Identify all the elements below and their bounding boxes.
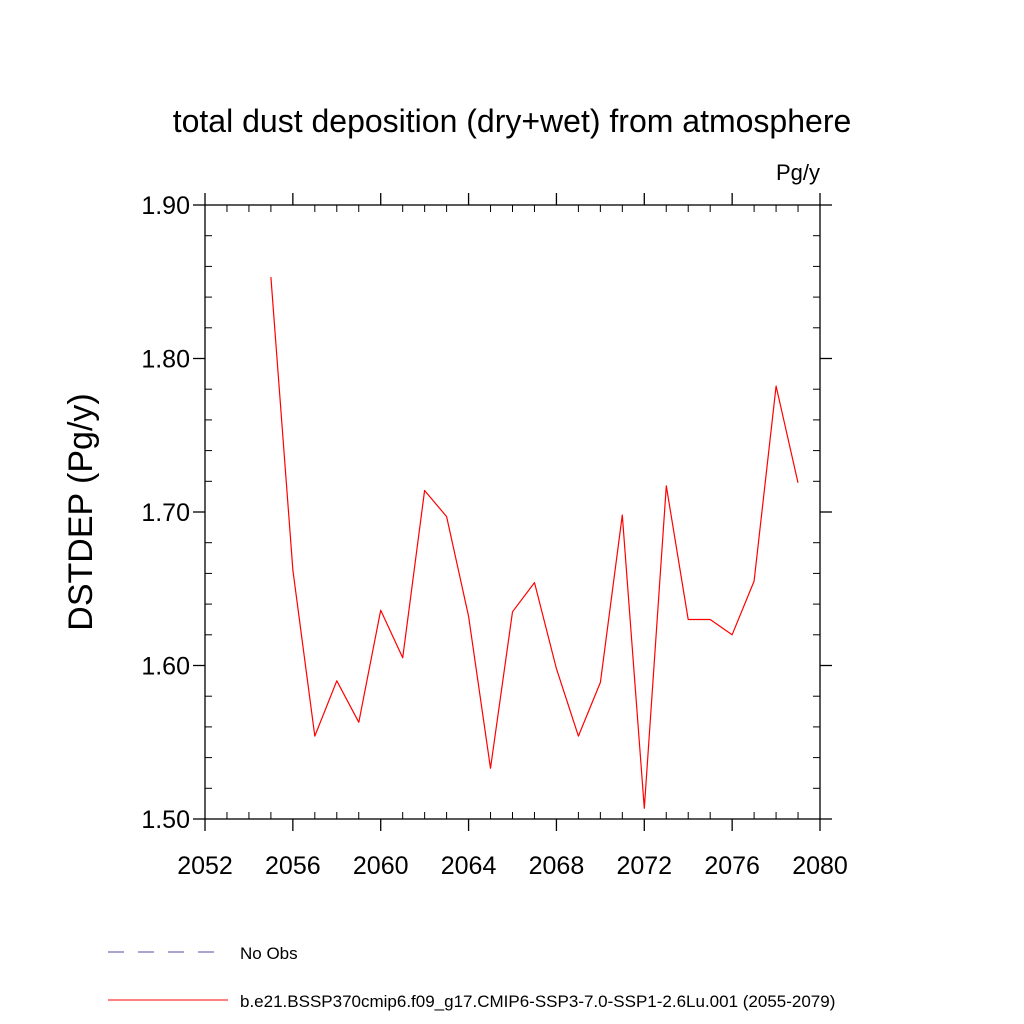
x-tick-label: 2072: [616, 852, 672, 880]
x-tick-label: 2064: [441, 852, 497, 880]
legend: No Obs b.e21.BSSP370cmip6.f09_g17.CMIP6-S…: [108, 944, 835, 1011]
y-tick-label: 1.70: [141, 499, 190, 527]
y-tick-label: 1.90: [141, 192, 190, 220]
chart-title: total dust deposition (dry+wet) from atm…: [173, 103, 852, 139]
y-tick-label: 1.60: [141, 653, 190, 681]
x-tick-label: 2056: [265, 852, 321, 880]
y-axis-label: DSTDEP (Pg/y): [62, 393, 100, 630]
legend-label: b.e21.BSSP370cmip6.f09_g17.CMIP6-SSP3-7.…: [240, 992, 835, 1011]
y-tick-label: 1.80: [141, 346, 190, 374]
series-line: [270, 277, 799, 809]
legend-label: No Obs: [240, 944, 298, 963]
units-label: Pg/y: [776, 160, 820, 185]
x-tick-label: 2076: [704, 852, 760, 880]
x-tick-label: 2060: [353, 852, 409, 880]
y-tick-label: 1.50: [141, 806, 190, 834]
x-tick-label: 2068: [529, 852, 585, 880]
plot-area-frame: [204, 204, 821, 820]
x-tick-label: 2080: [792, 852, 848, 880]
x-tick-label: 2052: [177, 852, 233, 880]
